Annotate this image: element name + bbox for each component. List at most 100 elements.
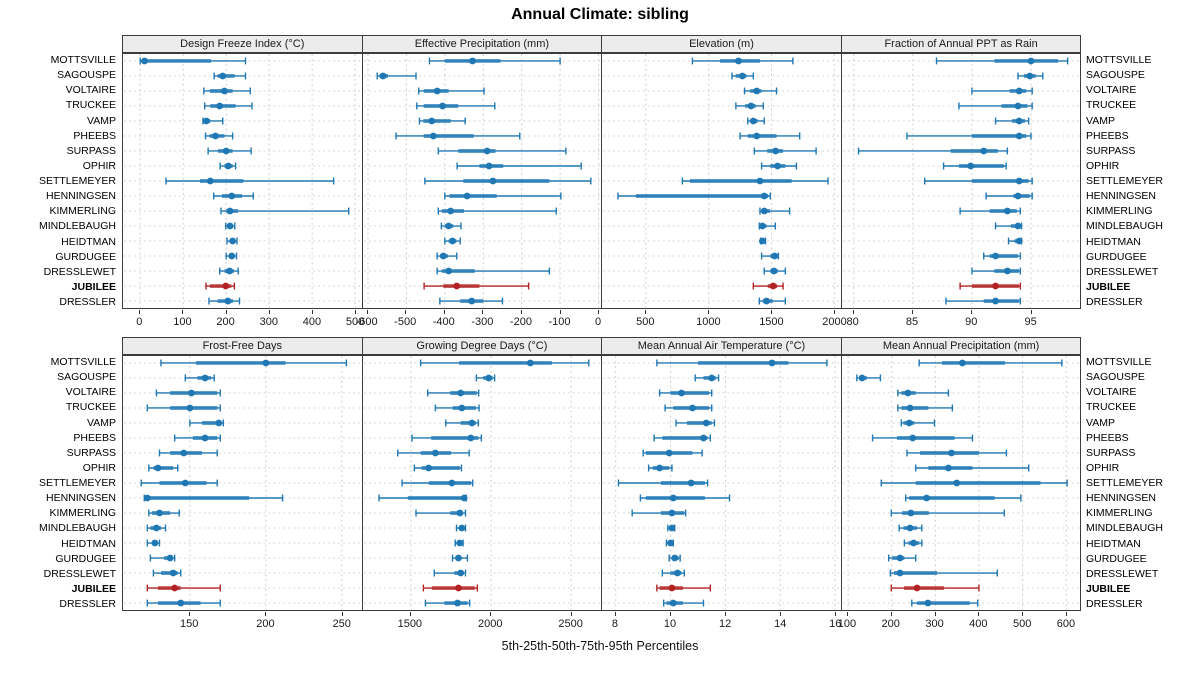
median-dot xyxy=(455,539,463,547)
x-axis-tick-label: 90 xyxy=(965,316,978,328)
site-label-left-ophir: OPHIR xyxy=(82,461,116,474)
percentile-whisker-mindlebaugh xyxy=(898,524,923,532)
median-dot xyxy=(1015,132,1023,140)
percentile-whisker-ophir xyxy=(914,464,1030,472)
site-label-left-gurdugee: GURDUGEE xyxy=(55,250,116,263)
x-axis-tick xyxy=(670,612,672,616)
percentile-whisker-vamp xyxy=(444,419,479,427)
x-axis-tick-label: 12 xyxy=(719,618,732,630)
site-label-right-jubilee: JUBILEE xyxy=(1086,582,1131,595)
site-label-left-settlemeyer: SETTLEMEYER xyxy=(38,175,116,187)
median-dot xyxy=(379,72,386,80)
percentile-whisker-henningsen xyxy=(639,494,731,502)
median-dot xyxy=(456,509,463,517)
percentile-whisker-gurdugee xyxy=(436,252,458,260)
median-dot xyxy=(674,569,681,577)
percentile-whisker-kimmerling xyxy=(437,207,557,215)
median-dot xyxy=(906,524,914,532)
median-dot xyxy=(747,102,755,110)
percentile-whisker-ophir xyxy=(648,464,673,472)
median-dot xyxy=(154,464,162,472)
median-dot xyxy=(1003,267,1011,275)
median-dot xyxy=(1014,192,1022,200)
median-dot xyxy=(761,207,768,215)
x-axis-tick-label: 85 xyxy=(905,316,919,328)
x-axis-tick-label: 400 xyxy=(969,618,988,630)
percentile-whisker-henningsen xyxy=(985,192,1033,200)
median-dot xyxy=(896,554,904,562)
percentile-whisker-mottsville xyxy=(160,359,348,367)
median-dot xyxy=(671,554,679,562)
percentile-whisker-heidtman xyxy=(903,539,923,547)
percentile-whisker-kimmerling xyxy=(759,207,791,215)
x-axis-tick xyxy=(846,612,848,616)
panel-effective-precipitation-mm xyxy=(361,53,603,309)
median-dot xyxy=(739,72,746,80)
percentile-whisker-gurdugee xyxy=(982,252,1021,260)
site-label-right-mindlebaugh: MINDLEBAUGH xyxy=(1086,522,1164,535)
site-label-right-pheebs: PHEEBS xyxy=(1086,431,1129,444)
x-axis-tick-label: 8 xyxy=(611,618,619,630)
percentile-whisker-truckee xyxy=(203,102,253,110)
x-axis-tick-label: 200 xyxy=(216,316,235,328)
median-dot xyxy=(700,434,708,442)
percentile-whisker-dresslewet xyxy=(436,267,550,275)
site-label-left-surpass: SURPASS xyxy=(66,144,116,157)
median-dot xyxy=(188,389,195,397)
x-axis-tick xyxy=(225,310,227,314)
median-dot xyxy=(768,359,776,367)
median-dot xyxy=(759,237,766,245)
x-axis-tick xyxy=(890,612,892,616)
percentile-whisker-surpass xyxy=(158,449,218,457)
x-axis-tick xyxy=(614,612,616,616)
x-axis-tick-label: -500 xyxy=(394,316,417,328)
percentile-whisker-dresslewet xyxy=(152,569,182,577)
median-dot xyxy=(771,252,779,260)
site-label-right-dresslewet: DRESSLEWET xyxy=(1086,567,1159,580)
site-label-right-heidtman: HEIDTMAN xyxy=(1086,235,1141,248)
median-dot xyxy=(448,237,456,245)
median-dot xyxy=(433,87,441,95)
x-axis-tick xyxy=(366,310,368,314)
median-dot xyxy=(753,87,761,95)
median-dot xyxy=(1015,117,1023,125)
site-label-right-truckee: TRUCKEE xyxy=(1086,99,1137,112)
median-dot xyxy=(453,599,461,607)
percentile-whisker-surpass xyxy=(753,147,817,155)
median-dot xyxy=(468,57,476,65)
median-dot xyxy=(151,539,159,547)
percentile-whisker-heidtman xyxy=(146,539,161,547)
site-label-left-vamp: VAMP xyxy=(87,416,116,429)
x-axis-tick-label: 200 xyxy=(256,618,275,630)
median-dot xyxy=(1003,207,1011,215)
site-label-right-gurdugee: GURDUGEE xyxy=(1086,250,1147,263)
x-axis-tick-label: 500 xyxy=(636,316,655,328)
panel-header-frost-free-days: Frost-Free Days xyxy=(122,337,363,355)
median-dot xyxy=(226,207,234,215)
percentile-whisker-settlemeyer xyxy=(681,177,829,185)
percentile-whisker-jubilee xyxy=(752,282,784,290)
site-label-left-settlemeyer: SETTLEMEYER xyxy=(38,477,116,489)
median-dot xyxy=(212,132,219,140)
median-dot xyxy=(424,464,432,472)
percentile-whisker-voltaire xyxy=(744,87,778,95)
percentile-whisker-truckee xyxy=(415,102,496,110)
panel-mean-annual-precipitation-mm xyxy=(840,355,1082,611)
x-axis-tick xyxy=(341,612,343,616)
median-dot xyxy=(222,282,230,290)
median-dot xyxy=(262,359,270,367)
percentile-whisker-sagouspe xyxy=(376,72,417,80)
percentile-whisker-dressler xyxy=(758,297,787,305)
percentile-whisker-voltaire xyxy=(203,87,251,95)
site-label-left-dressler: DRESSLER xyxy=(59,598,116,610)
median-dot xyxy=(228,192,236,200)
x-axis-tick xyxy=(409,612,411,616)
median-dot xyxy=(448,479,455,487)
median-dot xyxy=(454,584,462,592)
percentile-whisker-vamp xyxy=(675,419,716,427)
median-dot xyxy=(770,267,778,275)
x-axis-tick xyxy=(268,310,270,314)
site-label-right-kimmerling: KIMMERLING xyxy=(1086,205,1153,218)
percentile-whisker-vamp xyxy=(747,117,766,125)
